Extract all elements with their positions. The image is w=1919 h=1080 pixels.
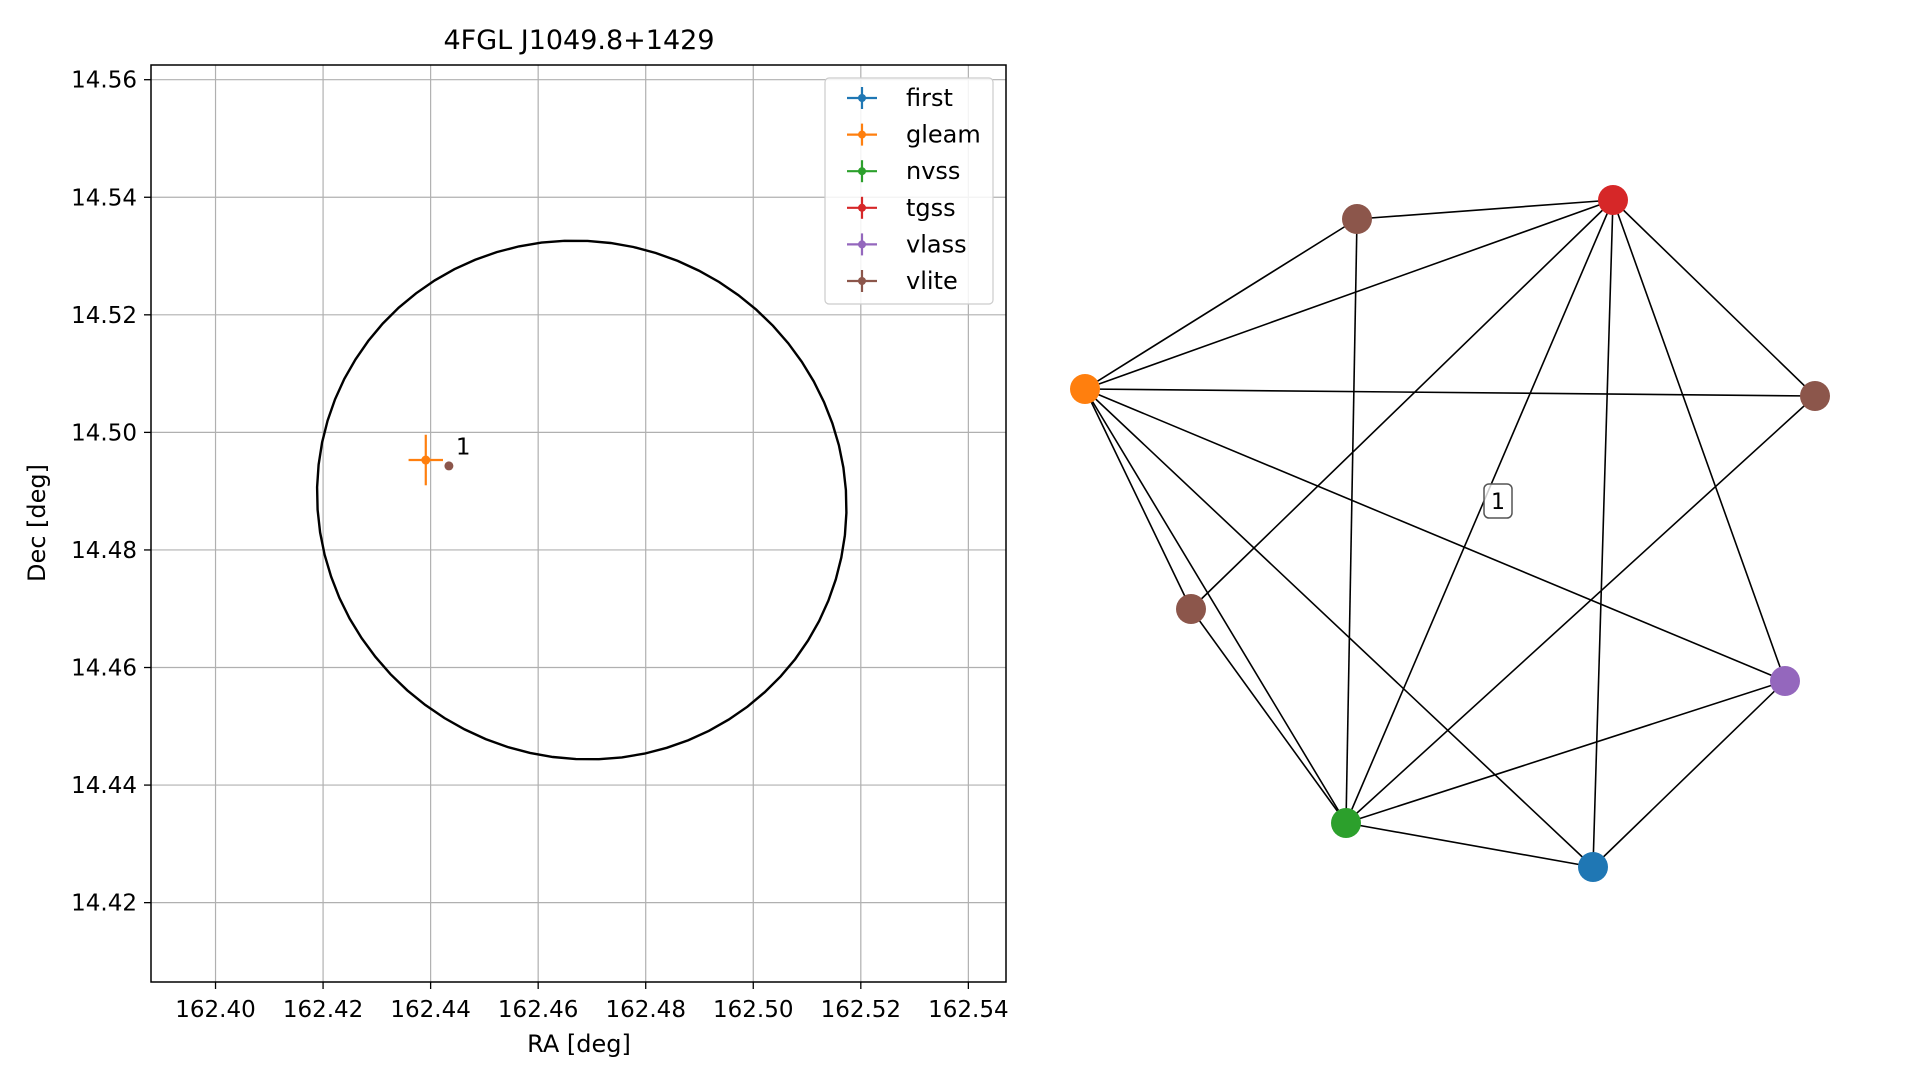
y-tick-label: 14.48 bbox=[71, 538, 137, 564]
graph-edge bbox=[1592, 680, 1786, 868]
x-tick-label: 162.48 bbox=[605, 997, 685, 1023]
graph-edge bbox=[1345, 218, 1358, 824]
legend-entry-nvss: nvss bbox=[847, 157, 960, 185]
y-tick-label: 14.46 bbox=[71, 656, 137, 682]
localization-ellipse bbox=[315, 239, 848, 761]
x-ticks: 162.40 162.42 162.44 162.46 162.48 162.50 162.… bbox=[175, 982, 1009, 1023]
x-tick-label: 162.44 bbox=[390, 997, 470, 1023]
y-tick-label: 14.52 bbox=[71, 303, 137, 329]
legend: first gleam nvss tgss vlass vlite bbox=[824, 77, 994, 305]
graph-edge bbox=[1084, 218, 1358, 390]
legend-entry-first: first bbox=[847, 84, 953, 112]
graph-edge bbox=[1190, 199, 1614, 610]
legend-marker bbox=[858, 94, 866, 102]
legend-label: gleam bbox=[906, 121, 981, 149]
y-tick-label: 14.44 bbox=[71, 773, 137, 799]
legend-label: vlass bbox=[906, 230, 967, 258]
graph-edge bbox=[1345, 199, 1614, 824]
graph-label-box bbox=[1483, 483, 1513, 519]
y-tick-label: 14.50 bbox=[71, 420, 137, 446]
graph-label-text: 1 bbox=[1491, 490, 1505, 515]
graph-node-nvss bbox=[1331, 808, 1361, 838]
graph-edge bbox=[1592, 199, 1614, 868]
graph-node-gleam bbox=[1070, 374, 1100, 404]
graph-edge bbox=[1190, 608, 1347, 824]
x-tick-label: 162.42 bbox=[283, 997, 363, 1023]
graph-edge bbox=[1356, 199, 1614, 220]
legend-entry-vlite: vlite bbox=[847, 267, 958, 295]
graph-edge bbox=[1084, 388, 1816, 397]
graph-node-first bbox=[1578, 852, 1608, 882]
x-tick-label: 162.54 bbox=[928, 997, 1008, 1023]
y-ticks: 14.42 14.44 14.46 14.48 14.50 14.52 14.54 14.56 bbox=[71, 68, 151, 917]
legend-marker bbox=[858, 240, 866, 249]
ellipse-outline bbox=[315, 239, 848, 761]
axes-frame bbox=[150, 64, 1007, 983]
marker-point bbox=[421, 455, 431, 465]
legend-marker bbox=[858, 167, 866, 176]
marker-vlite bbox=[444, 461, 454, 471]
x-tick-label: 162.40 bbox=[175, 997, 255, 1023]
marker-point bbox=[444, 461, 454, 471]
graph-edge bbox=[1084, 388, 1192, 610]
graph-edge bbox=[1345, 680, 1786, 824]
graph-panel: 1 bbox=[1070, 185, 1830, 882]
y-tick-label: 14.56 bbox=[71, 68, 137, 94]
y-axis-label: Dec [deg] bbox=[23, 464, 51, 582]
graph-edge bbox=[1612, 199, 1816, 397]
legend-label: tgss bbox=[906, 194, 956, 222]
legend-entry-vlass: vlass bbox=[847, 230, 967, 258]
graph-edge bbox=[1345, 822, 1594, 868]
graph-edge bbox=[1084, 388, 1347, 824]
marker-gleam bbox=[408, 434, 443, 486]
graph-node-vlass bbox=[1770, 666, 1800, 696]
graph-edge bbox=[1084, 199, 1614, 390]
legend-label: vlite bbox=[906, 267, 958, 295]
graph-node-vlite-b bbox=[1800, 381, 1830, 411]
legend-marker bbox=[858, 277, 866, 285]
graph-edge bbox=[1612, 199, 1786, 682]
source-markers bbox=[408, 434, 454, 486]
graph-nodes bbox=[1070, 185, 1830, 882]
x-tick-label: 162.50 bbox=[713, 997, 793, 1023]
scatter-panel: 4FGL J1049.8+1429 1 162.40 162.42 162.44 16… bbox=[23, 25, 1009, 1058]
x-tick-label: 162.46 bbox=[498, 997, 578, 1023]
chart-title: 4FGL J1049.8+1429 bbox=[443, 25, 714, 56]
legend-entry-tgss: tgss bbox=[847, 194, 956, 222]
x-tick-label: 162.52 bbox=[821, 997, 901, 1023]
legend-label: first bbox=[906, 84, 953, 112]
x-axis-label: RA [deg] bbox=[527, 1030, 631, 1058]
graph-edge bbox=[1084, 388, 1594, 868]
graph-node-vlite-c bbox=[1176, 594, 1206, 624]
y-tick-label: 14.42 bbox=[71, 891, 137, 917]
graph-edge bbox=[1084, 388, 1786, 682]
legend-label: nvss bbox=[906, 157, 960, 185]
graph-edges bbox=[1084, 199, 1816, 868]
graph-label: 1 bbox=[1483, 483, 1513, 519]
annotations: 1 bbox=[456, 435, 471, 461]
legend-items: first gleam nvss tgss vlass vlite bbox=[847, 84, 981, 295]
legend-entry-gleam: gleam bbox=[847, 121, 981, 149]
graph-node-vlite-a bbox=[1342, 204, 1372, 234]
graph-node-tgss bbox=[1598, 185, 1628, 215]
graph-edge bbox=[1345, 395, 1816, 824]
point-annotation: 1 bbox=[456, 435, 471, 461]
y-tick-label: 14.54 bbox=[71, 185, 137, 211]
legend-marker bbox=[858, 130, 866, 139]
legend-marker bbox=[858, 203, 866, 212]
